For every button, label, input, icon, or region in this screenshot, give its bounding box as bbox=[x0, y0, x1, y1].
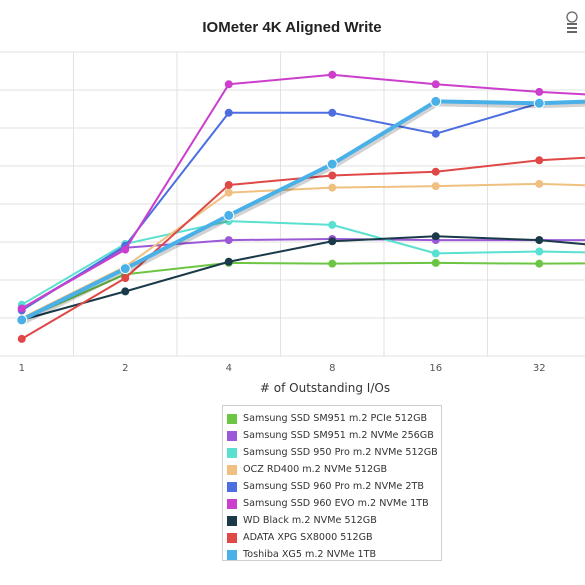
data-point[interactable] bbox=[16, 314, 28, 326]
data-point[interactable] bbox=[431, 80, 440, 89]
legend-label: Samsung SSD SM951 m.2 NVMe 256GB bbox=[243, 430, 434, 441]
legend-swatch bbox=[227, 447, 237, 458]
data-point[interactable] bbox=[431, 167, 440, 176]
series-3 bbox=[17, 179, 585, 322]
data-point[interactable] bbox=[535, 156, 544, 165]
data-point[interactable] bbox=[535, 259, 544, 268]
data-point[interactable] bbox=[224, 80, 233, 89]
data-point[interactable] bbox=[431, 232, 440, 241]
data-point[interactable] bbox=[224, 181, 233, 189]
series-line bbox=[21, 261, 585, 321]
data-point[interactable] bbox=[328, 220, 337, 229]
legend-swatch bbox=[227, 515, 237, 526]
data-point[interactable] bbox=[223, 209, 235, 221]
legend-item[interactable]: Samsung SSD SM951 m.2 PCIe 512GB bbox=[227, 410, 435, 427]
data-point[interactable] bbox=[535, 179, 544, 188]
x-tick-label: 16 bbox=[429, 363, 442, 374]
series-8 bbox=[16, 95, 585, 326]
data-point[interactable] bbox=[326, 158, 338, 170]
legend-swatch bbox=[227, 464, 237, 475]
legend-item[interactable]: WD Black m.2 NVMe 512GB bbox=[227, 512, 435, 529]
legend-label: Samsung SSD 950 Pro m.2 NVMe 512GB bbox=[243, 447, 438, 458]
data-point[interactable] bbox=[17, 304, 26, 313]
chart-grid bbox=[0, 51, 585, 357]
series-line bbox=[20, 99, 585, 322]
x-tick-label: 1 bbox=[19, 363, 25, 374]
legend-swatch bbox=[227, 481, 237, 492]
legend-label: ADATA XPG SX8000 512GB bbox=[243, 532, 373, 543]
legend-swatch bbox=[227, 430, 237, 441]
data-point[interactable] bbox=[121, 274, 130, 283]
data-point[interactable] bbox=[121, 245, 130, 254]
data-point[interactable] bbox=[119, 263, 131, 275]
legend-label: WD Black m.2 NVMe 512GB bbox=[243, 515, 377, 526]
legend-swatch bbox=[227, 532, 237, 543]
data-point[interactable] bbox=[431, 182, 440, 191]
data-point[interactable] bbox=[17, 334, 26, 343]
data-point[interactable] bbox=[535, 247, 544, 256]
data-point[interactable] bbox=[224, 257, 233, 266]
data-point[interactable] bbox=[535, 87, 544, 96]
chart-menu-icon[interactable] bbox=[562, 10, 582, 40]
data-point[interactable] bbox=[328, 171, 337, 180]
data-point[interactable] bbox=[328, 237, 337, 246]
data-point[interactable] bbox=[535, 236, 544, 245]
x-tick-label: 32 bbox=[533, 363, 546, 374]
data-point[interactable] bbox=[431, 129, 440, 138]
legend-item[interactable]: ADATA XPG SX8000 512GB bbox=[227, 529, 435, 546]
data-point[interactable] bbox=[224, 108, 233, 117]
chart-legend: Samsung SSD SM951 m.2 PCIe 512GB Samsung … bbox=[222, 405, 442, 561]
x-axis-label: # of Outstanding I/Os bbox=[260, 381, 390, 395]
legend-item[interactable]: Samsung SSD 950 Pro m.2 NVMe 512GB bbox=[227, 444, 438, 461]
chart-title: IOMeter 4K Aligned Write bbox=[202, 19, 381, 36]
data-point[interactable] bbox=[121, 287, 130, 296]
legend-swatch bbox=[227, 549, 237, 560]
x-tick-label: 2 bbox=[122, 363, 128, 374]
legend-label: Toshiba XG5 m.2 NVMe 1TB bbox=[243, 549, 377, 560]
data-point[interactable] bbox=[533, 97, 545, 109]
data-point[interactable] bbox=[328, 70, 337, 79]
legend-item[interactable]: Toshiba XG5 m.2 NVMe 1TB bbox=[227, 546, 435, 563]
legend-swatch bbox=[227, 498, 237, 509]
series-7 bbox=[17, 156, 585, 343]
data-point[interactable] bbox=[328, 259, 337, 268]
x-tick-label: 4 bbox=[226, 363, 232, 374]
legend-label: OCZ RD400 m.2 NVMe 512GB bbox=[243, 464, 388, 475]
data-point[interactable] bbox=[328, 183, 337, 192]
legend-item[interactable]: OCZ RD400 m.2 NVMe 512GB bbox=[227, 461, 435, 478]
legend-item[interactable]: Samsung SSD 960 EVO m.2 NVMe 1TB bbox=[227, 495, 435, 512]
series-line bbox=[21, 237, 585, 310]
series-layer bbox=[16, 70, 585, 343]
legend-label: Samsung SSD SM951 m.2 PCIe 512GB bbox=[243, 413, 428, 424]
data-point[interactable] bbox=[431, 258, 440, 267]
data-point[interactable] bbox=[224, 236, 233, 245]
series-line bbox=[21, 73, 585, 310]
legend-item[interactable]: Samsung SSD 960 Pro m.2 NVMe 2TB bbox=[227, 478, 435, 495]
series-6 bbox=[17, 232, 585, 324]
x-tick-labels: 1248163264 bbox=[19, 363, 546, 374]
legend-label: Samsung SSD 960 EVO m.2 NVMe 1TB bbox=[243, 498, 429, 509]
x-tick-label: 8 bbox=[329, 363, 335, 374]
legend-item[interactable]: Samsung SSD SM951 m.2 NVMe 256GB bbox=[227, 427, 435, 444]
data-point[interactable] bbox=[430, 95, 442, 107]
data-point[interactable] bbox=[431, 249, 440, 258]
data-point[interactable] bbox=[224, 188, 233, 197]
legend-swatch bbox=[227, 413, 237, 424]
legend-label: Samsung SSD 960 Pro m.2 NVMe 2TB bbox=[243, 481, 424, 492]
series-5 bbox=[17, 70, 585, 313]
data-point[interactable] bbox=[328, 108, 337, 117]
